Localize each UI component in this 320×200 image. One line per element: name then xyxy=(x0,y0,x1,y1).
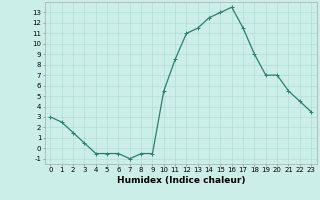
X-axis label: Humidex (Indice chaleur): Humidex (Indice chaleur) xyxy=(116,176,245,185)
